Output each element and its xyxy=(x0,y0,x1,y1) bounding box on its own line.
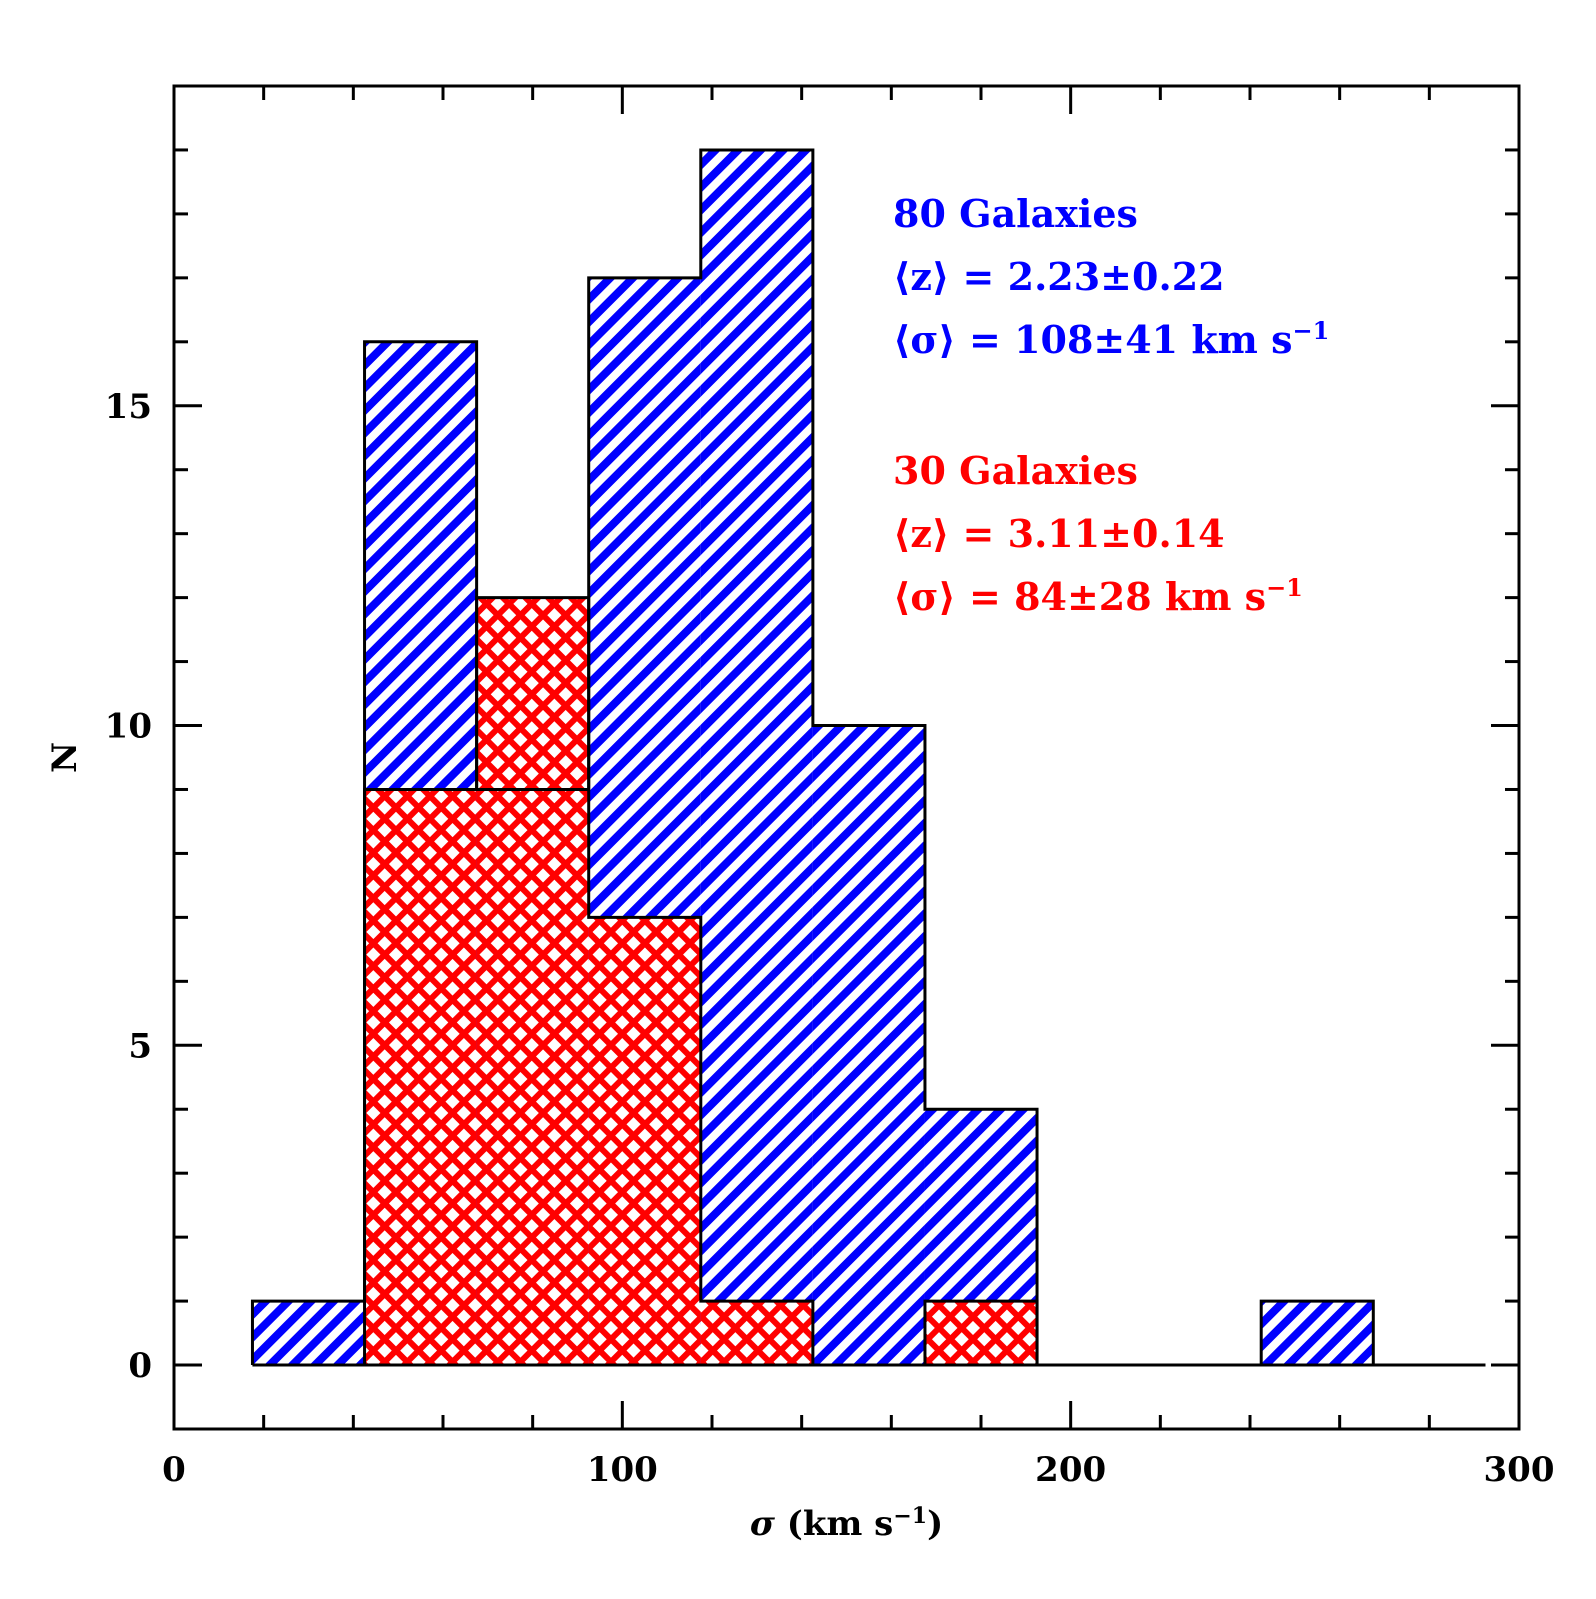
plot-frame xyxy=(172,84,1521,1431)
bar-z223-5 xyxy=(812,725,925,1366)
y-axis-title: N xyxy=(45,742,85,773)
bar-z311-3 xyxy=(588,917,701,1366)
legend-line: ⟨z⟩ = 2.23±0.22 xyxy=(893,254,1225,299)
x-tick-label: 0 xyxy=(162,1450,186,1490)
legend-line: ⟨σ⟩ = 84±28 km s−1 xyxy=(893,573,1303,619)
bar-z223-4 xyxy=(700,149,813,1366)
legend-line: ⟨σ⟩ = 108±41 km s−1 xyxy=(893,316,1329,362)
y-tick-label: 15 xyxy=(105,387,152,427)
x-axis-title: σ (km s−1) xyxy=(750,1503,943,1544)
plot-border xyxy=(172,84,1521,1431)
y-tick-label: 10 xyxy=(105,707,152,747)
legend-line: 80 Galaxies xyxy=(893,191,1138,236)
bar-z311-6 xyxy=(924,1301,1038,1366)
histogram-outlines xyxy=(250,148,1486,1367)
series-red-bars xyxy=(364,597,1038,1366)
bar-z311-2 xyxy=(476,597,589,1366)
axis-ticks xyxy=(172,86,1521,1429)
bar-z311-4 xyxy=(700,1301,813,1366)
outline-z223 xyxy=(250,148,1486,1367)
y-tick-label: 0 xyxy=(128,1346,152,1386)
bar-z223-0 xyxy=(252,1301,365,1366)
axis-tick-labels: 0 100 200 300 0 5 10 15 xyxy=(105,387,1555,1490)
x-tick-label: 300 xyxy=(1484,1450,1555,1490)
bar-z223-9 xyxy=(1261,1301,1374,1366)
series-blue-bars xyxy=(252,149,1374,1366)
annotation-legend: 80 Galaxies ⟨z⟩ = 2.23±0.22 ⟨σ⟩ = 108±41 k… xyxy=(893,191,1329,619)
axis-titles: σ (km s−1) N xyxy=(45,742,943,1544)
y-tick-label: 5 xyxy=(128,1026,152,1066)
legend-line: 30 Galaxies xyxy=(893,448,1138,493)
x-tick-label: 100 xyxy=(587,1450,658,1490)
legend-line: ⟨z⟩ = 3.11±0.14 xyxy=(893,511,1225,556)
x-tick-label: 200 xyxy=(1035,1450,1106,1490)
bar-z311-1 xyxy=(364,789,477,1366)
